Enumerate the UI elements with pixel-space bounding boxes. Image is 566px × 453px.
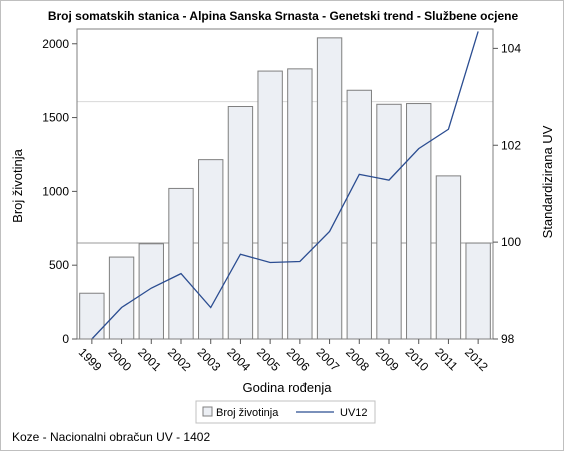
y-axis-label: Broj životinja	[10, 148, 25, 222]
bar	[316, 37, 343, 340]
y-tick-label: 1000	[42, 184, 69, 198]
y-tick-label: 0	[62, 332, 69, 346]
x-tick-label: 1999	[76, 345, 105, 374]
x-tick-label: 2011	[432, 345, 460, 373]
bar	[346, 89, 372, 340]
y2-axis-label: Standardizirana UV	[540, 125, 555, 238]
x-axis-label: Godina rođenja	[243, 380, 333, 395]
bar	[406, 103, 432, 340]
bar	[465, 242, 491, 340]
bar	[287, 68, 313, 340]
x-tick-label: 2006	[284, 345, 313, 374]
y2-tick-label: 104	[501, 41, 521, 55]
legend: Broj životinja UV12	[195, 400, 376, 424]
x-tick-label: 2001	[135, 345, 164, 374]
bar	[138, 243, 164, 340]
y-tick-label: 500	[49, 258, 69, 272]
chart-title: Broj somatskih stanica - Alpina Sanska S…	[47, 9, 519, 23]
footnote: Koze - Nacionalni obračun UV - 1402	[12, 430, 211, 444]
x-tick-label: 2010	[403, 345, 432, 374]
y2-tick-label: 98	[501, 332, 515, 346]
x-tick-label: 2009	[373, 345, 402, 374]
x-tick-label: 2000	[105, 345, 134, 374]
y-tick-label: 1500	[42, 111, 69, 125]
legend-bar-label: Broj životinja	[216, 407, 279, 419]
x-tick-label: 2005	[254, 345, 283, 374]
bar	[168, 187, 194, 340]
uv12-line	[91, 31, 479, 340]
bar	[198, 159, 224, 340]
bar	[257, 70, 283, 340]
y2-tick-label: 100	[501, 235, 521, 249]
y2-tick-label: 102	[501, 138, 521, 152]
x-tick-label: 2007	[313, 345, 342, 374]
x-tick-label: 2002	[165, 345, 194, 374]
bar	[376, 103, 402, 340]
bar	[435, 175, 462, 340]
legend-frame	[195, 400, 376, 424]
legend-bar-swatch	[202, 406, 213, 417]
plot-area-border	[76, 28, 494, 340]
x-tick-label: 2012	[462, 345, 491, 374]
x-tick-label: 2004	[224, 345, 253, 374]
bar	[227, 106, 254, 340]
bar	[79, 292, 105, 340]
bar	[108, 256, 135, 340]
y-tick-label: 2000	[42, 37, 69, 51]
x-tick-label: 2003	[195, 345, 224, 374]
x-tick-label: 2008	[343, 345, 372, 374]
legend-line-label: UV12	[340, 407, 368, 419]
